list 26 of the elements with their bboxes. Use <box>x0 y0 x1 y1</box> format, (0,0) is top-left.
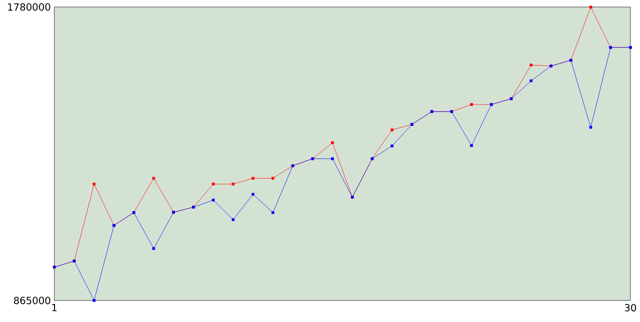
point <box>232 218 235 221</box>
point <box>252 192 254 196</box>
point <box>152 247 156 250</box>
y-tick-label: 1780000 <box>8 3 50 11</box>
point <box>212 182 215 186</box>
x-tick-label: 30 <box>624 304 636 312</box>
point <box>589 126 592 129</box>
point <box>390 128 394 132</box>
point <box>470 144 473 147</box>
point <box>470 103 473 106</box>
point <box>212 198 215 202</box>
point <box>589 6 592 8</box>
point <box>271 211 274 214</box>
point <box>331 157 334 160</box>
point <box>232 182 235 186</box>
y-tick-label: 865000 <box>14 296 50 304</box>
point <box>530 79 533 82</box>
point <box>152 176 156 180</box>
point <box>92 298 96 302</box>
point <box>530 64 533 66</box>
point <box>92 182 96 186</box>
point <box>390 144 394 148</box>
x-tick-label: 1 <box>52 304 57 312</box>
point <box>252 176 254 180</box>
point <box>271 176 274 180</box>
point <box>331 141 334 144</box>
